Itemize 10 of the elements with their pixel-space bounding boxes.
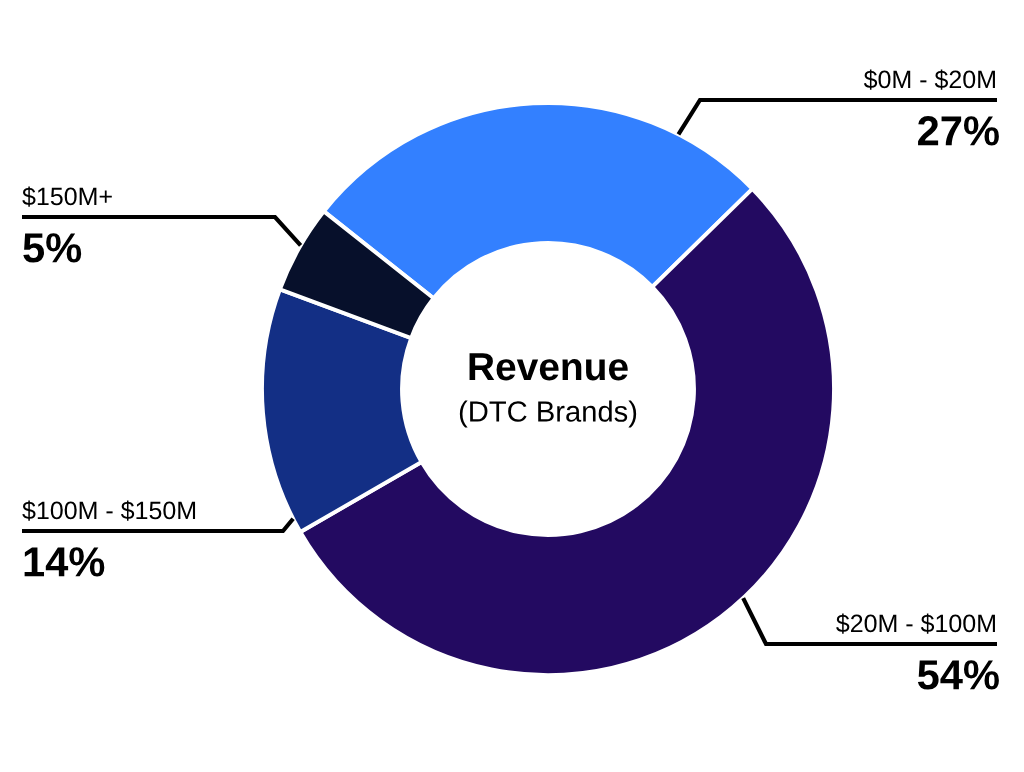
text: (DTC Brands)	[459, 400, 637, 428]
data-label: 5%	[23, 233, 82, 263]
slice-label: $100M - $150M	[22, 500, 196, 521]
data-label: 54%	[917, 660, 999, 690]
slice-label: $0M - $20M	[863, 69, 995, 90]
text: Revenue	[469, 353, 628, 381]
data-label: 27%	[918, 116, 999, 146]
data-label: 14%	[24, 547, 105, 577]
slice-label: $20M - $100M	[836, 613, 995, 634]
slice-label: $150M+	[22, 186, 112, 207]
